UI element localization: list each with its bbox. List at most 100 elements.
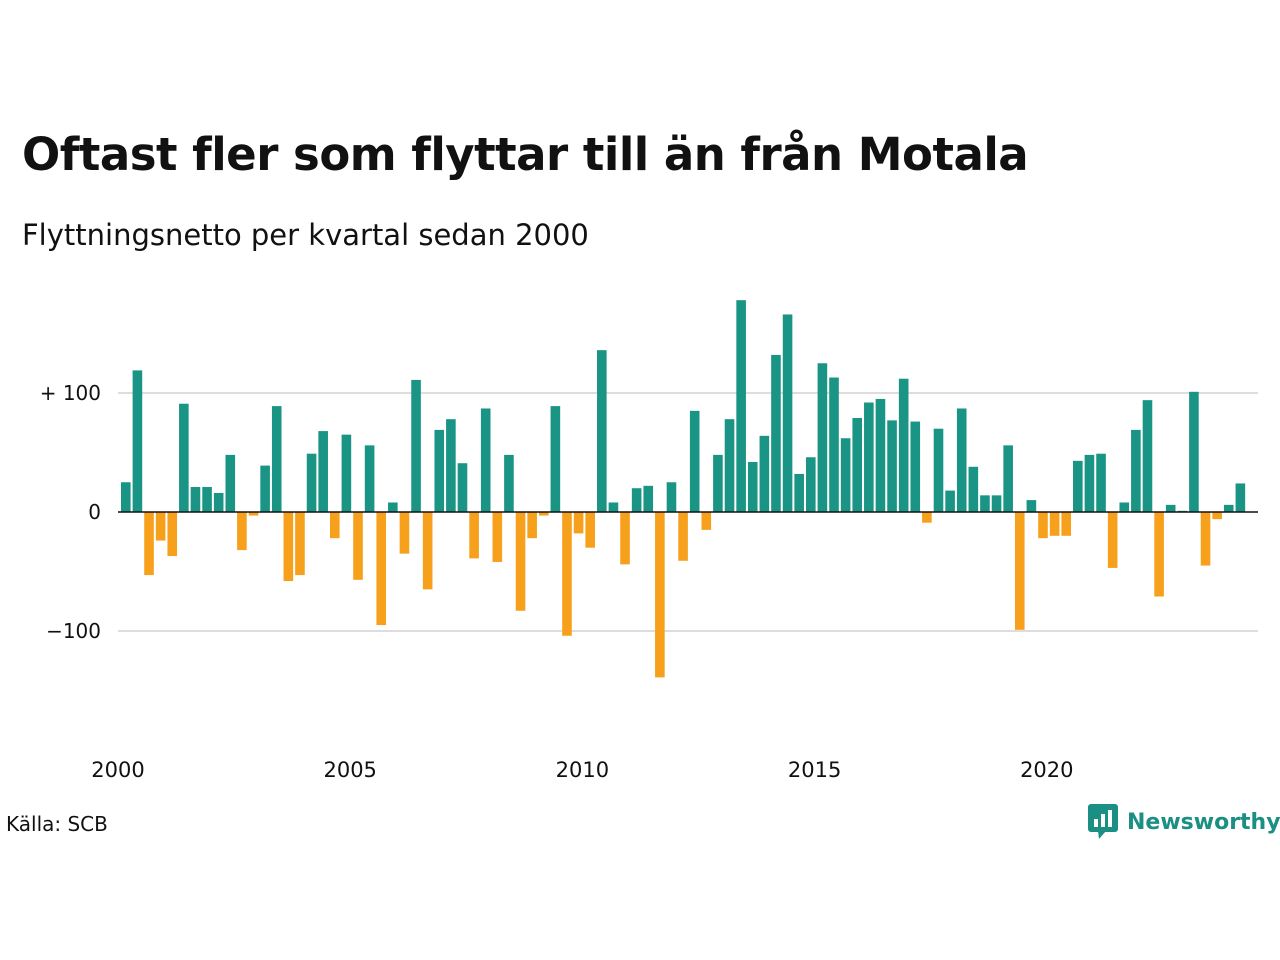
bar-2009-q1	[538, 512, 549, 516]
bar-2003-q2	[271, 406, 282, 512]
bar-2016-q1	[864, 402, 874, 512]
bar-2002-q2	[225, 454, 236, 512]
bar-2014-q4	[805, 457, 816, 512]
newsworthy-logo[interactable]: Newsworthy	[1088, 804, 1280, 840]
bar-2006-q3	[422, 512, 433, 590]
bar-2018-q3	[980, 495, 990, 512]
bar-2000-q2	[132, 370, 143, 512]
bar-2004-q2	[318, 431, 328, 512]
bar-2002-q3	[237, 512, 247, 551]
bar-2010-q4	[620, 512, 630, 565]
bar-2019-q1	[1003, 445, 1013, 512]
bar-2008-q4	[527, 512, 537, 539]
bar-2007-q4	[480, 408, 491, 512]
bar-2009-q4	[573, 512, 584, 534]
bar-2021-q1	[1096, 453, 1106, 512]
x-tick-label: 2005	[323, 758, 376, 782]
bar-2001-q3	[190, 487, 201, 512]
bar-2011-q3	[655, 512, 665, 678]
bar-2017-q4	[945, 490, 955, 512]
bar-2004-q4	[341, 434, 352, 512]
bar-2020-q2	[1061, 512, 1072, 536]
bar-2017-q3	[933, 428, 944, 512]
x-tick-label: 2000	[91, 758, 144, 782]
bar-2006-q2	[411, 379, 421, 512]
bar-2001-q1	[167, 512, 178, 557]
bar-2000-q4	[155, 512, 166, 541]
bar-2008-q3	[515, 512, 526, 611]
bar-2019-q3	[1026, 500, 1037, 512]
bar-2022-q3	[1165, 504, 1176, 512]
grid-lines	[118, 392, 1258, 632]
source-note: Källa: SCB	[6, 812, 108, 836]
bar-2010-q3	[608, 502, 619, 512]
bar-2013-q2	[736, 300, 746, 512]
bar-2003-q1	[260, 465, 270, 512]
bar-2001-q4	[202, 487, 212, 512]
bar-2023-q3	[1212, 512, 1222, 520]
x-axis-labels: 2000 2005 2010 2015 2020	[91, 758, 1073, 782]
bar-2003-q3	[283, 512, 294, 582]
bar-2001-q2	[179, 403, 189, 512]
bar-2013-q4	[759, 435, 770, 512]
bar-2007-q2	[457, 463, 468, 512]
bar-2022-q2	[1154, 512, 1164, 597]
bar-2008-q1	[492, 512, 503, 562]
bar-2018-q1	[956, 408, 967, 512]
bar-2021-q2	[1107, 512, 1118, 568]
bar-2014-q3	[794, 473, 804, 512]
bar-2021-q4	[1131, 429, 1141, 512]
bar-2005-q3	[376, 512, 387, 626]
bar-chart: + 100 0 −100 2000 2005 2010 2015 2020	[40, 300, 1258, 782]
bar-2012-q1	[678, 512, 688, 561]
bar-2021-q3	[1119, 502, 1130, 512]
bar-2020-q3	[1073, 460, 1083, 512]
bar-2023-q1	[1189, 391, 1199, 512]
bar-2014-q2	[782, 314, 793, 512]
bar-2023-q2	[1200, 512, 1211, 566]
bar-2014-q1	[771, 354, 781, 512]
bar-2004-q1	[306, 453, 317, 512]
bar-2007-q1	[446, 419, 456, 512]
bar-2017-q2	[922, 512, 932, 523]
y-tick-label: −100	[46, 619, 101, 643]
x-tick-label: 2020	[1020, 758, 1073, 782]
bar-2009-q2	[550, 406, 561, 512]
bar-2020-q4	[1084, 454, 1095, 512]
bar-series	[121, 300, 1246, 678]
bar-2011-q2	[643, 485, 654, 512]
bar-2016-q2	[875, 398, 886, 512]
bar-2006-q1	[399, 512, 410, 554]
bar-2013-q1	[724, 419, 735, 512]
bar-2010-q1	[585, 512, 595, 548]
bar-2024-q1	[1235, 483, 1246, 512]
bar-2010-q2	[597, 350, 607, 512]
chart-title: Oftast fler som flyttar till än från Mot…	[22, 128, 1029, 181]
bar-2012-q3	[701, 512, 712, 530]
bar-2012-q2	[689, 410, 700, 512]
bar-2017-q1	[910, 421, 921, 512]
bar-2016-q4	[898, 378, 909, 512]
bar-2019-q4	[1038, 512, 1048, 539]
bar-2002-q4	[248, 512, 259, 516]
y-axis-labels: + 100 0 −100	[40, 381, 101, 643]
bar-2000-q1	[121, 482, 131, 512]
bar-2015-q4	[852, 417, 863, 512]
bar-2006-q4	[434, 429, 445, 512]
bar-2015-q3	[840, 438, 851, 512]
bar-2004-q3	[329, 512, 340, 539]
x-tick-label: 2010	[556, 758, 609, 782]
bar-2011-q1	[631, 488, 642, 512]
bar-2015-q1	[817, 363, 828, 512]
y-tick-label: + 100	[40, 381, 101, 405]
bar-2009-q3	[562, 512, 572, 636]
bar-2005-q1	[353, 512, 363, 580]
bar-2003-q4	[295, 512, 305, 576]
bar-2019-q2	[1014, 512, 1025, 630]
bar-2023-q4	[1223, 504, 1234, 512]
y-tick-label: 0	[88, 500, 101, 524]
bar-2018-q2	[968, 466, 979, 512]
bar-2015-q2	[829, 377, 839, 512]
bar-2020-q1	[1049, 512, 1060, 536]
bar-2018-q4	[991, 495, 1002, 512]
